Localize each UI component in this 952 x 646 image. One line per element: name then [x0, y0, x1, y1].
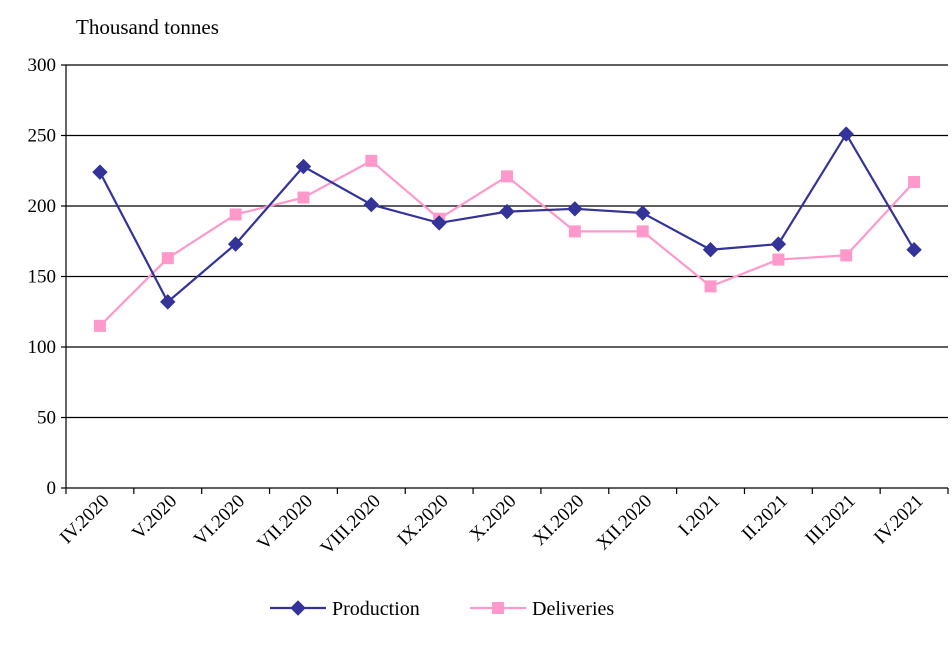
- legend-item-deliveries: Deliveries: [470, 598, 614, 620]
- data-point-deliveries: [568, 225, 581, 238]
- x-tick-label: II.2021: [738, 491, 792, 545]
- data-point-deliveries: [365, 154, 378, 167]
- x-tick-label: IV.2021: [870, 491, 928, 549]
- x-tick-label: XII.2020: [592, 491, 656, 555]
- data-point-deliveries: [840, 249, 853, 262]
- y-tick-label: 0: [47, 478, 57, 499]
- data-point-deliveries: [297, 191, 310, 204]
- data-point-production: [431, 215, 447, 231]
- data-point-production: [634, 205, 651, 221]
- series-group: [92, 126, 922, 332]
- data-point-deliveries: [908, 176, 921, 189]
- series-line-deliveries: [99, 159, 915, 327]
- data-point-production: [227, 236, 244, 252]
- gridlines: [66, 64, 948, 419]
- y-tick-label: 250: [28, 126, 57, 147]
- legend-label-production: Production: [332, 598, 420, 620]
- x-tick-label: IX.2020: [393, 491, 452, 550]
- y-tick-label: 150: [28, 267, 57, 288]
- x-tick-label: VII.2020: [253, 491, 317, 555]
- legend-label-deliveries: Deliveries: [532, 598, 614, 620]
- x-tick-label: X.2020: [466, 491, 521, 546]
- y-tick-label: 200: [28, 196, 57, 217]
- data-point-production: [499, 203, 515, 220]
- data-point-production: [92, 164, 108, 180]
- legend-item-production: Production: [270, 598, 420, 620]
- data-point-deliveries: [161, 252, 174, 265]
- y-axis-unit-label: Thousand tonnes: [76, 15, 219, 39]
- x-tick-label: VIII.2020: [317, 491, 385, 559]
- x-tick-label: III.2021: [801, 491, 860, 550]
- x-tick-label: XI.2020: [529, 491, 588, 550]
- data-point-deliveries: [772, 253, 785, 266]
- data-point-production: [363, 196, 380, 213]
- y-tick-label: 50: [37, 408, 56, 429]
- x-tick-label: V.2020: [128, 491, 181, 544]
- data-point-deliveries: [636, 225, 649, 238]
- data-point-deliveries: [229, 208, 242, 221]
- legend-marker-production: [290, 600, 306, 616]
- data-point-production: [838, 126, 854, 142]
- data-point-production: [567, 201, 583, 217]
- data-point-production: [160, 294, 176, 310]
- series-production: [92, 126, 922, 310]
- data-point-production: [770, 236, 787, 252]
- x-tick-label: IV.2020: [56, 491, 114, 549]
- data-point-production: [906, 242, 922, 258]
- data-point-deliveries: [704, 280, 717, 293]
- data-point-deliveries: [93, 319, 106, 332]
- series-deliveries: [93, 154, 921, 332]
- y-axis-ticks: 0 50 100 150 200 250 300: [28, 55, 66, 499]
- y-tick-label: 300: [28, 55, 57, 76]
- data-point-production: [702, 242, 719, 258]
- y-tick-label: 100: [28, 337, 57, 358]
- x-tick-label: I.2021: [675, 491, 725, 541]
- data-point-production: [295, 158, 312, 175]
- data-point-deliveries: [501, 170, 513, 183]
- legend-marker-deliveries: [492, 602, 504, 614]
- legend: Production Deliveries: [270, 598, 614, 620]
- x-tick-label: VI.2020: [190, 491, 249, 550]
- x-axis-ticks: IV.2020 V.2020 VI.2020 VII.2020 VIII.2020 IX.…: [56, 488, 949, 559]
